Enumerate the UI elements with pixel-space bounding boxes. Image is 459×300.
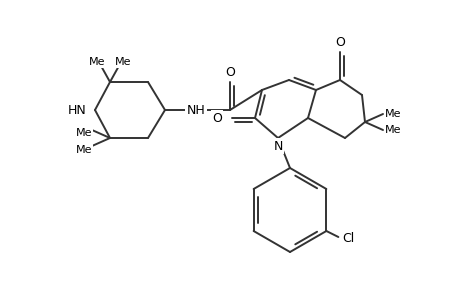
Text: Cl: Cl	[341, 232, 354, 245]
Text: O: O	[224, 65, 235, 79]
Text: Me: Me	[75, 145, 92, 155]
Text: Me: Me	[75, 128, 92, 138]
Text: HN: HN	[68, 103, 87, 116]
Text: Me: Me	[115, 57, 131, 67]
Text: Me: Me	[384, 125, 401, 135]
Text: O: O	[334, 35, 344, 49]
Text: NH: NH	[186, 103, 205, 116]
Text: Me: Me	[384, 109, 401, 119]
Text: N: N	[273, 140, 282, 152]
Text: O: O	[212, 112, 222, 124]
Text: Me: Me	[88, 57, 105, 67]
